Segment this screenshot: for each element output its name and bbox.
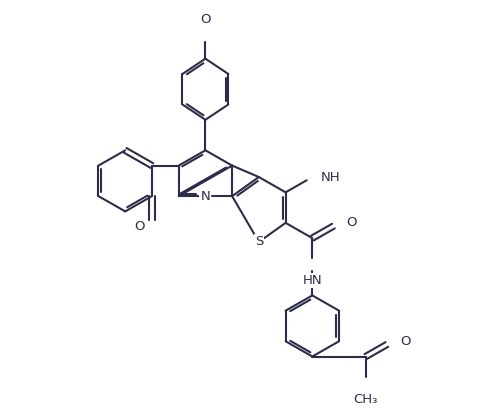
Text: S: S — [255, 235, 263, 248]
Text: O: O — [400, 335, 410, 348]
Text: HN: HN — [302, 274, 322, 287]
Text: N: N — [200, 190, 210, 203]
Text: CH₃: CH₃ — [354, 393, 378, 406]
Text: O: O — [200, 13, 211, 26]
Text: O: O — [347, 216, 357, 229]
Text: NH: NH — [321, 171, 340, 184]
Text: O: O — [134, 220, 144, 233]
